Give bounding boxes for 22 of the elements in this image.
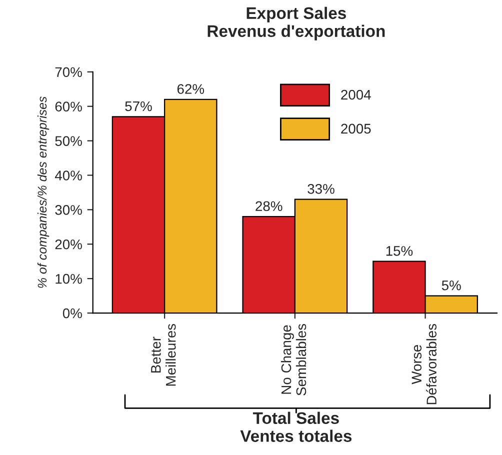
y-tick-label: 10% <box>56 274 82 284</box>
legend-label: 2005 <box>341 124 371 134</box>
y-tick-label: 40% <box>54 170 82 180</box>
y-tick-label: 30% <box>55 205 82 215</box>
y-tick-label: 20% <box>55 239 82 250</box>
data-label: 5% <box>442 280 461 290</box>
data-label: 28% <box>256 201 282 212</box>
chart-title: Export Sales Revenus d'exportation <box>208 6 385 40</box>
data-label: 62% <box>177 84 204 94</box>
y-tick-label: 0% <box>62 308 82 318</box>
x-axis-title: Total Sales Ventes totales <box>240 412 352 442</box>
y-tick-label: 70% <box>55 67 82 78</box>
x-tick-label: Better Meilleures <box>151 324 176 386</box>
data-label: 33% <box>308 184 334 194</box>
data-label: 15% <box>386 246 413 256</box>
x-tick-label: No Change Semblables <box>280 324 306 396</box>
y-tick-label: 60% <box>55 102 82 112</box>
x-tick-label: Worse Défavorables <box>412 324 436 404</box>
y-tick-label: 50% <box>55 136 82 146</box>
legend-label: 2004 <box>341 90 371 100</box>
y-axis-title: % of companies/% des entreprises <box>37 96 50 288</box>
data-label: 57% <box>125 101 152 112</box>
